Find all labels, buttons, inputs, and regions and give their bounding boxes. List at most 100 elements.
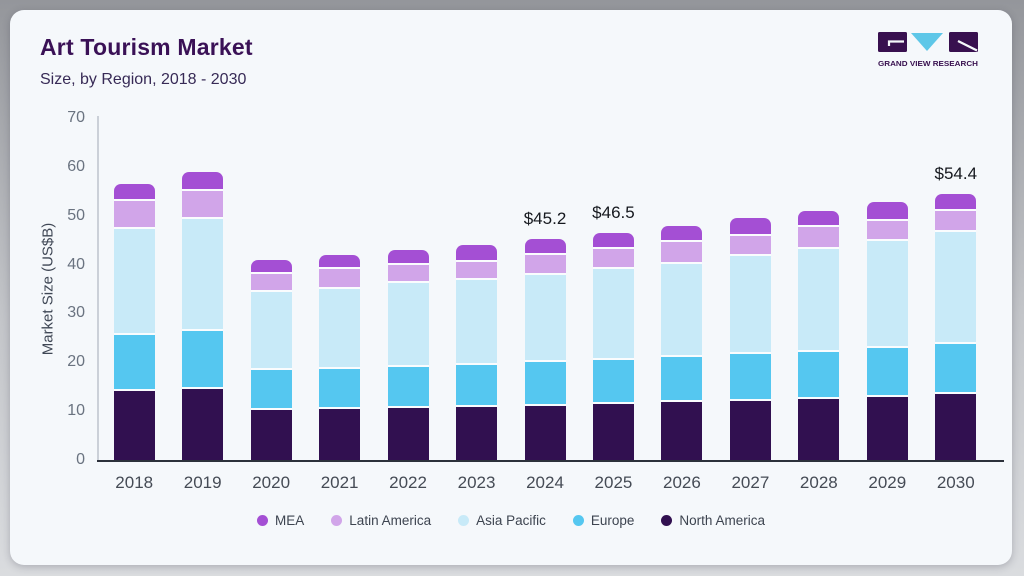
bar-segment-mea xyxy=(866,201,908,220)
bar-segment-europe xyxy=(387,364,429,407)
logo-v-triangle-icon xyxy=(911,33,943,51)
legend: MEA Latin America Asia Pacific Europe North … xyxy=(10,513,1012,528)
bar-segment-latin-america xyxy=(524,253,566,273)
legend-item-mea: MEA xyxy=(257,513,304,528)
plot-area: 0 10 20 30 40 50 60 70 2018 2019 2020 2021 2022 2023 2… xyxy=(67,109,1004,492)
y-tick-label: 10 xyxy=(67,402,85,420)
x-axis-label: 2030 xyxy=(936,473,975,492)
chart-card: Art Tourism Market Size, by Region, 2018… xyxy=(10,10,1012,565)
bar-2018 xyxy=(113,184,155,460)
y-tick-label: 30 xyxy=(67,304,85,322)
bar-segment-north-america xyxy=(729,399,771,460)
bar-segment-europe xyxy=(456,362,498,405)
bar-segment-latin-america xyxy=(866,219,908,240)
legend-item-europe: Europe xyxy=(572,513,635,528)
bar-segment-asia-pacific xyxy=(729,253,771,352)
bar-segment-europe xyxy=(866,346,908,395)
legend-swatch-icon xyxy=(331,515,343,526)
bar-segment-latin-america xyxy=(935,209,977,230)
y-tick-label: 60 xyxy=(67,157,85,175)
bar-segment-europe xyxy=(319,366,361,408)
bar-segment-north-america xyxy=(250,408,292,460)
bar-segment-north-america xyxy=(387,406,429,460)
bar-segment-north-america xyxy=(798,396,840,460)
bar-segment-latin-america xyxy=(113,199,155,227)
bar-segment-latin-america xyxy=(729,233,771,254)
legend-label: Asia Pacific xyxy=(476,513,546,528)
x-axis-line xyxy=(97,460,1004,462)
legend-swatch-icon xyxy=(572,515,584,526)
bar-2021 xyxy=(319,255,361,460)
x-axis-label: 2021 xyxy=(320,473,359,492)
bar-segment-europe xyxy=(182,328,224,387)
bar-segment-europe xyxy=(113,333,155,390)
legend-label: Europe xyxy=(590,513,635,528)
bar-segment-mea xyxy=(456,245,498,261)
bar-value-label: $45.2 xyxy=(523,209,567,229)
bar-value-label: $46.5 xyxy=(592,202,635,222)
bar-segment-latin-america xyxy=(250,271,292,290)
bar-segment-europe xyxy=(798,349,840,397)
x-axis-label: 2020 xyxy=(252,473,291,492)
bar-segment-asia-pacific xyxy=(935,229,977,342)
bar-segment-asia-pacific xyxy=(592,266,634,358)
bar-segment-mea xyxy=(319,255,361,267)
y-tick-label: 40 xyxy=(67,255,85,273)
bar-segment-europe xyxy=(524,359,566,404)
bar-2024 xyxy=(524,239,566,460)
bar-segment-europe xyxy=(935,341,977,393)
x-axis-label: 2026 xyxy=(663,473,701,492)
bar-segment-mea xyxy=(592,232,634,247)
bar-segment-europe xyxy=(250,368,292,409)
bar-segment-north-america xyxy=(456,404,498,460)
bar-segment-europe xyxy=(661,355,703,400)
bar-segment-mea xyxy=(935,194,977,210)
legend-label: North America xyxy=(679,513,765,528)
bar-segment-latin-america xyxy=(319,266,361,287)
x-axis-label: 2024 xyxy=(526,473,564,492)
x-axis-label: 2022 xyxy=(389,473,427,492)
legend-swatch-icon xyxy=(661,515,673,526)
bar-segment-asia-pacific xyxy=(319,286,361,367)
bar-segment-latin-america xyxy=(798,225,840,247)
bar-segment-north-america xyxy=(182,386,224,460)
bar-segment-asia-pacific xyxy=(387,281,429,365)
y-axis-line xyxy=(97,116,99,460)
bar-segment-mea xyxy=(524,239,566,254)
bar-2026 xyxy=(661,226,703,460)
legend-item-asia-pacific: Asia Pacific xyxy=(458,513,546,528)
y-tick-label: 0 xyxy=(76,451,85,468)
bar-segment-north-america xyxy=(524,403,566,460)
bar-segment-mea xyxy=(113,184,155,200)
bar-segment-europe xyxy=(592,357,634,402)
bar-segment-mea xyxy=(387,250,429,263)
legend-item-latin-america: Latin America xyxy=(331,513,431,528)
x-axis-label: 2029 xyxy=(868,473,907,492)
y-tick-label: 70 xyxy=(67,109,85,126)
bar-2020 xyxy=(250,259,292,460)
bar-segment-asia-pacific xyxy=(113,226,155,334)
bar-segment-north-america xyxy=(113,389,155,460)
bar-segment-asia-pacific xyxy=(250,289,292,369)
bar-2030 xyxy=(935,194,977,460)
bar-segment-asia-pacific xyxy=(866,239,908,347)
bar-segment-latin-america xyxy=(592,246,634,267)
bar-segment-latin-america xyxy=(182,189,224,218)
bar-segment-europe xyxy=(729,351,771,400)
bar-2022 xyxy=(387,250,429,460)
y-tick-label: 20 xyxy=(67,353,85,371)
bar-segment-mea xyxy=(250,259,292,272)
x-axis-label: 2028 xyxy=(799,473,838,492)
bar-segment-asia-pacific xyxy=(524,272,566,360)
bar-segment-asia-pacific xyxy=(182,217,224,329)
page-title: Art Tourism Market xyxy=(40,34,253,60)
bar-segment-latin-america xyxy=(661,240,703,262)
x-axis-label: 2023 xyxy=(457,473,496,492)
legend-item-north-america: North America xyxy=(661,513,765,528)
bar-2029 xyxy=(866,201,908,460)
y-tick-label: 50 xyxy=(67,206,85,224)
bar-segment-north-america xyxy=(592,401,634,460)
x-axis-label: 2018 xyxy=(115,473,154,492)
bar-segment-asia-pacific xyxy=(456,278,498,363)
